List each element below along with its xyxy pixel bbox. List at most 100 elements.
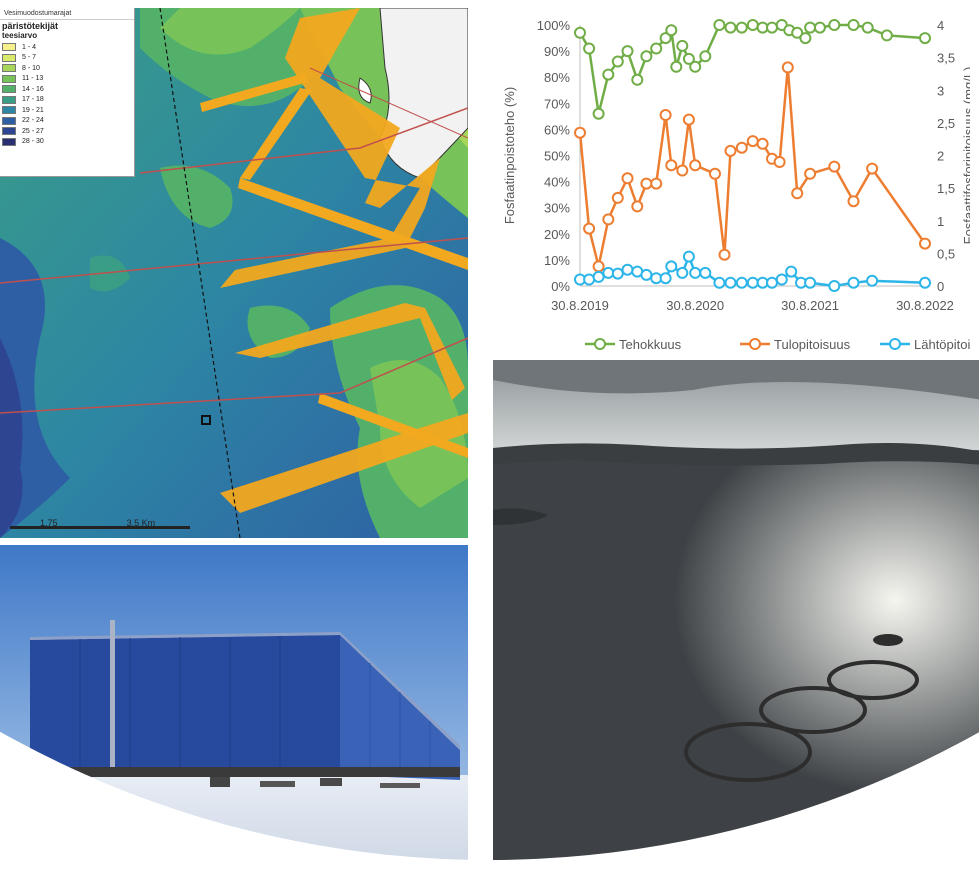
phosphate-chart: 0% 10% 20% 30% 40% 50% 60% 70% 80% 90% 100% 0 0,5 1 1,…	[485, 8, 970, 381]
legend-swatch	[2, 74, 16, 83]
data-point	[689, 266, 702, 279]
x-tick-label: 30.8.2019	[551, 298, 609, 313]
data-point	[670, 60, 683, 73]
data-point	[735, 276, 748, 289]
data-point	[713, 276, 726, 289]
data-point	[602, 266, 615, 279]
data-point	[640, 268, 653, 281]
data-point	[689, 60, 702, 73]
data-point	[791, 26, 804, 39]
data-point	[621, 172, 634, 185]
data-point	[611, 191, 624, 204]
data-point	[602, 68, 615, 81]
y-left-tick-label: 30%	[544, 201, 570, 216]
data-point	[631, 73, 644, 86]
legend-item: 28 - 30	[0, 137, 134, 148]
data-point	[813, 21, 826, 34]
y-right-tick-label: 2,5	[937, 116, 955, 131]
data-point	[621, 263, 634, 276]
data-point	[602, 213, 615, 226]
data-point	[766, 276, 778, 289]
legend-swatch	[2, 137, 16, 146]
data-point	[847, 195, 860, 208]
data-point	[804, 21, 817, 34]
legend-item-label: 5 - 7	[22, 54, 37, 62]
data-point	[919, 32, 931, 45]
data-point	[847, 276, 860, 289]
legend-item: 5 - 7	[0, 53, 134, 64]
data-point	[665, 24, 678, 37]
data-point	[650, 177, 663, 190]
legend-swatch	[2, 43, 16, 52]
data-point	[724, 144, 737, 157]
legend-items: 1 - 4 5 - 7 8 - 10 11 - 13 14 - 16 17 - 18 19 …	[0, 42, 134, 147]
data-point	[665, 260, 678, 273]
legend-item-label: 1 - 4	[22, 43, 37, 51]
legend-item: 11 - 13	[0, 74, 134, 85]
data-point	[682, 52, 695, 65]
data-point	[592, 260, 605, 273]
legend-item: 1 - 4	[0, 42, 134, 53]
legend-item: 25 - 27	[0, 126, 134, 137]
data-point	[659, 272, 672, 285]
data-point	[659, 32, 672, 45]
y-right-tick-label: 3,5	[937, 51, 955, 66]
y-left-tick-label: 80%	[544, 70, 570, 85]
legend-swatch	[2, 95, 16, 104]
building-photo	[0, 545, 468, 860]
data-point	[640, 177, 653, 190]
y-left-tick-label: 40%	[544, 175, 570, 190]
legend-item: 22 - 24	[0, 116, 134, 127]
data-point	[781, 61, 794, 74]
y-left-tick-label: 90%	[544, 44, 570, 59]
circular-crop: Vesimuodostumarajat päristötekijät teesi…	[0, 8, 979, 860]
data-point	[804, 276, 817, 289]
data-point	[766, 21, 778, 34]
data-point	[640, 50, 653, 63]
legend-item: 14 - 16	[0, 84, 134, 95]
data-point	[773, 156, 786, 168]
y-right-tick-label: 1,5	[937, 181, 955, 196]
y-left-tick-label: 70%	[544, 96, 570, 111]
data-point	[724, 21, 737, 34]
data-point	[574, 26, 586, 39]
legend-subtitle: teesiarvo	[2, 31, 38, 40]
legend-item-label: 19 - 21	[22, 106, 44, 114]
y-right-tick-label: 0	[937, 279, 944, 294]
legend-swatch	[2, 53, 16, 62]
data-point	[746, 276, 759, 289]
lake-aerial-photo	[493, 360, 979, 860]
y-left-tick-label: 0%	[551, 279, 570, 294]
map-graphic	[0, 8, 468, 538]
legend-label: Tehokkuus	[619, 337, 682, 352]
data-point	[611, 267, 624, 280]
data-point	[799, 32, 812, 45]
legend-marker	[749, 338, 761, 350]
legend-boundary-label: Vesimuodostumarajat	[0, 8, 134, 20]
y-left-axis-title: Fosfaatinpoistoteho (%)	[502, 87, 517, 224]
legend-item-label: 28 - 30	[22, 138, 44, 146]
legend-label: Tulopitoisuus	[774, 337, 851, 352]
data-point	[866, 274, 879, 287]
data-point	[699, 266, 712, 279]
legend-item-label: 11 - 13	[22, 75, 44, 83]
data-point	[592, 107, 605, 120]
data-point	[746, 19, 759, 31]
y-right-tick-label: 2	[937, 149, 944, 164]
data-point	[583, 222, 596, 235]
map-legend: Vesimuodostumarajat päristötekijät teesi…	[0, 8, 135, 177]
data-point	[709, 167, 721, 180]
data-point	[724, 276, 737, 289]
y-left-tick-label: 20%	[544, 227, 570, 242]
data-point	[880, 29, 893, 42]
data-point	[756, 137, 769, 150]
data-point	[574, 126, 586, 139]
y-right-tick-label: 3	[937, 83, 944, 98]
data-point	[676, 39, 689, 52]
legend-swatch	[2, 127, 16, 136]
data-point	[621, 45, 634, 58]
data-point	[735, 141, 748, 154]
data-point	[682, 250, 695, 263]
data-point	[583, 273, 596, 286]
data-point	[676, 164, 689, 177]
